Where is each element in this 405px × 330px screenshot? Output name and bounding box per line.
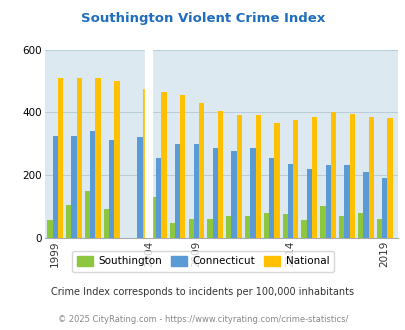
Bar: [104, 209, 109, 238]
Bar: [236, 115, 241, 238]
Bar: [349, 114, 354, 238]
Bar: [338, 216, 343, 238]
Bar: [85, 190, 90, 238]
Bar: [175, 144, 180, 238]
Bar: [198, 103, 204, 238]
Bar: [212, 148, 217, 238]
Bar: [269, 158, 274, 238]
Bar: [255, 115, 260, 238]
Bar: [156, 158, 161, 238]
Bar: [180, 95, 185, 238]
Text: Southington Violent Crime Index: Southington Violent Crime Index: [81, 12, 324, 24]
Bar: [292, 120, 298, 238]
Bar: [244, 216, 249, 238]
Bar: [343, 166, 349, 238]
Bar: [231, 151, 236, 238]
Bar: [77, 78, 82, 238]
Bar: [161, 92, 166, 238]
Bar: [311, 117, 317, 238]
Bar: [95, 78, 100, 238]
Bar: [47, 220, 52, 238]
Bar: [114, 81, 119, 238]
Bar: [142, 89, 147, 238]
Bar: [368, 117, 373, 238]
Bar: [282, 214, 287, 238]
Bar: [193, 144, 198, 238]
Bar: [188, 219, 193, 238]
Bar: [381, 178, 386, 238]
Bar: [274, 123, 279, 238]
Text: © 2025 CityRating.com - https://www.cityrating.com/crime-statistics/: © 2025 CityRating.com - https://www.city…: [58, 314, 347, 324]
Bar: [320, 206, 325, 238]
Bar: [90, 131, 95, 238]
Bar: [109, 141, 114, 238]
Bar: [137, 137, 142, 238]
Bar: [357, 213, 362, 238]
Bar: [66, 205, 71, 238]
Bar: [325, 166, 330, 238]
Bar: [169, 223, 175, 238]
Text: Crime Index corresponds to incidents per 100,000 inhabitants: Crime Index corresponds to incidents per…: [51, 287, 354, 297]
Bar: [58, 78, 63, 238]
Bar: [249, 148, 255, 238]
Bar: [263, 213, 269, 238]
Bar: [287, 164, 292, 238]
Bar: [207, 219, 212, 238]
Bar: [330, 112, 335, 238]
Bar: [362, 172, 368, 238]
Bar: [301, 220, 306, 238]
Bar: [217, 111, 223, 238]
Bar: [386, 118, 392, 238]
Bar: [52, 136, 58, 238]
Legend: Southington, Connecticut, National: Southington, Connecticut, National: [71, 251, 334, 272]
Bar: [71, 136, 77, 238]
Bar: [151, 197, 156, 238]
Bar: [376, 219, 381, 238]
Bar: [226, 216, 231, 238]
Bar: [306, 169, 311, 238]
